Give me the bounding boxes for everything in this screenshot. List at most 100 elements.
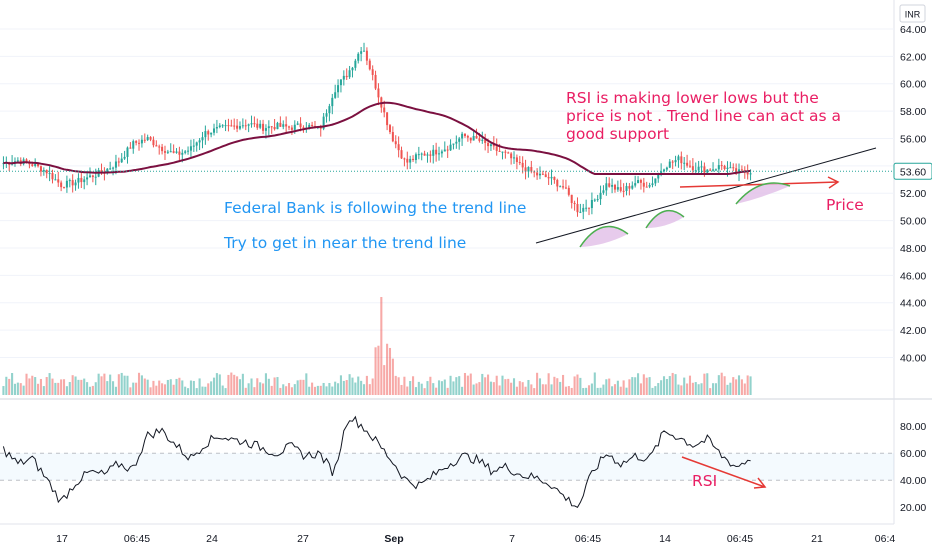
candle-body [296,123,299,125]
volume-bar [224,388,227,395]
price-tick-label: 64.00 [900,24,926,36]
candle-body [48,173,51,175]
volume-bar [564,386,567,395]
candle-body [218,125,221,128]
currency-badge[interactable] [899,4,926,23]
volume-bar [276,377,279,395]
candle-body [717,165,720,170]
candle-body [720,165,723,167]
candle-body [397,144,400,151]
volume-bar [414,387,417,395]
candle-body [68,180,71,182]
volume-bar [189,380,192,395]
volume-bar [737,375,741,395]
volume-bar [371,378,374,395]
price-arrow-head [827,176,840,189]
candle-body [178,151,181,155]
candle-body [201,137,204,141]
candle-body [250,123,253,125]
volume-bar [175,378,178,395]
volume-bar [553,376,556,395]
volume-bar [42,386,45,395]
volume-bar [654,386,657,395]
rsi-tick-label: 60.00 [900,448,926,460]
candle-body [527,167,530,172]
candle-body [334,92,337,98]
volume-bar [573,376,576,395]
candle-body [746,172,749,175]
candle-body [169,151,172,153]
candle-body [65,180,68,188]
volume-bar [515,386,518,395]
candle-body [302,127,305,129]
volume-bar [2,386,5,395]
volume-bar [236,376,239,395]
candle-body [37,163,40,167]
volume-bar [628,379,631,395]
candle-body [518,162,521,164]
support-cup-3[interactable] [735,182,791,205]
candle-body [210,132,213,135]
candle-body [475,135,478,139]
candle-body [613,184,616,190]
volume-bar [259,382,262,395]
candle-body [628,186,631,189]
candle-body [207,131,210,135]
volume-bar [39,378,42,395]
volume-bar [221,385,224,395]
support-cup-2[interactable] [645,209,685,229]
trend-line[interactable] [535,147,877,244]
candle-body [492,144,495,147]
candle-body [484,139,487,143]
volume-bar [417,381,420,395]
candle-body [184,151,187,153]
candle-body [458,138,461,142]
candle-body [383,107,386,113]
volume-bar [299,379,302,395]
volume-bar [703,373,706,395]
candle-body [181,152,184,155]
price-tick-label: 42.00 [900,325,926,337]
candle-body [351,67,354,71]
support-cup-1[interactable] [579,225,629,248]
volume-bar [178,377,181,395]
volume-bar [158,380,161,395]
candle-body [386,112,389,126]
volume-bar [19,383,22,395]
candle-body [735,168,738,174]
price-tick-label: 40.00 [900,352,926,364]
candle-body [120,158,123,163]
volume-bar [88,386,92,395]
candle-body [88,175,91,178]
candle-body [374,74,377,89]
volume-bar [94,382,97,395]
volume-bar [351,377,354,395]
time-tick-label: 24 [206,533,218,545]
volume-bar [51,378,54,395]
rsi-tick-label: 80.00 [900,421,926,433]
volume-bar [559,381,562,395]
volume-bar [285,386,288,395]
candle-body [247,124,250,126]
volume-bar [671,372,674,395]
candle-body [224,125,227,127]
candle-body [267,126,270,129]
candle-body [625,186,628,191]
rsi-arrow[interactable] [681,456,766,488]
volume-bar [109,374,112,395]
candle-body [253,123,256,125]
candle-body [706,169,709,173]
candle-body [639,180,642,183]
volume-bar [642,374,645,395]
candle-body [680,156,683,164]
volume-bar [429,376,432,395]
volume-bar [100,376,103,395]
candle-body [377,88,380,98]
volume-bar [608,378,611,395]
candle-body [42,170,45,172]
price-arrow[interactable] [679,181,839,188]
candle-body [135,141,138,143]
time-tick-label: Sep [384,533,403,545]
candle-body [530,167,533,172]
